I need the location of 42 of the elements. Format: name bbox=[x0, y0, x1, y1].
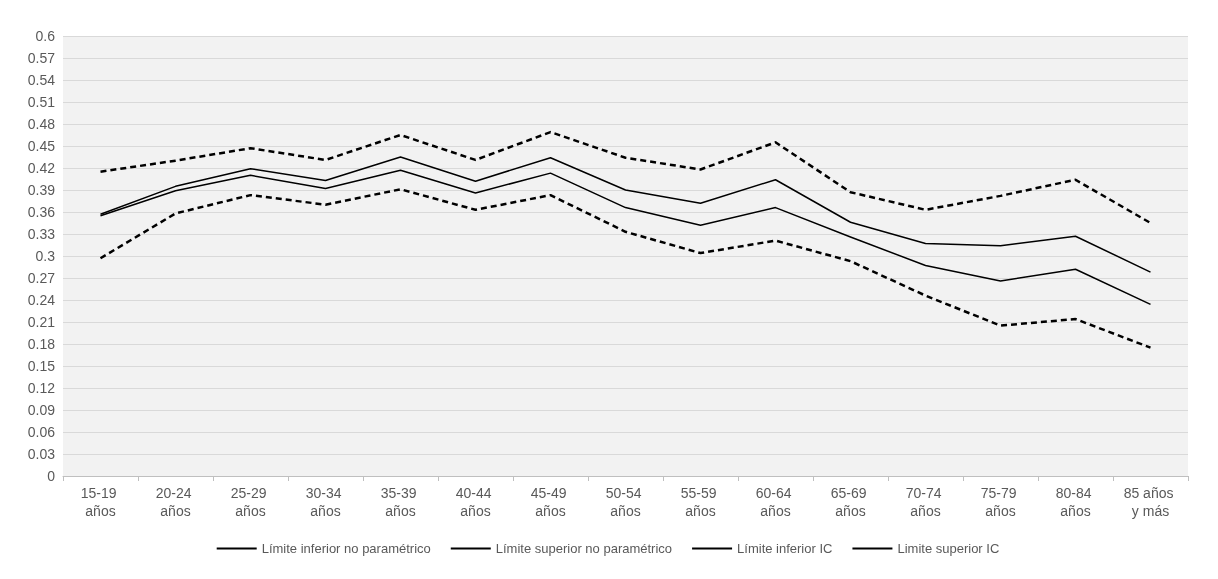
y-tick-label: 0.27 bbox=[27, 270, 56, 286]
legend-label: Limite superior IC bbox=[897, 541, 1000, 556]
x-tick-label: 45-49 años bbox=[530, 485, 571, 519]
x-tick-label: 80-84 años bbox=[1055, 485, 1096, 519]
y-tick-label: 0.39 bbox=[27, 182, 56, 198]
y-tick-label: 0.51 bbox=[27, 94, 56, 110]
y-tick-label: 0.3 bbox=[35, 248, 56, 264]
y-tick-label: 0.42 bbox=[27, 160, 56, 176]
y-tick-label: 0.48 bbox=[27, 116, 56, 132]
x-tick-label: 70-74 años bbox=[905, 485, 946, 519]
legend-label: Límite inferior no paramétrico bbox=[261, 541, 431, 556]
x-tick-label: 65-69 años bbox=[830, 485, 871, 519]
y-tick-label: 0.54 bbox=[27, 72, 56, 88]
y-tick-label: 0.24 bbox=[27, 292, 56, 308]
line-series bbox=[99, 188, 1152, 349]
legend-label: Límite inferior IC bbox=[737, 541, 833, 556]
legend-label: Límite superior no paramétrico bbox=[495, 541, 673, 556]
y-tick-label: 0.6 bbox=[35, 28, 56, 44]
y-tick-label: 0.45 bbox=[27, 138, 56, 154]
x-tick-label: 15-19 años bbox=[80, 485, 121, 519]
y-tick-label: 0.12 bbox=[27, 380, 56, 396]
y-tick-label: 0.09 bbox=[27, 402, 56, 418]
x-tick-label: 25-29 años bbox=[230, 485, 271, 519]
x-tick-label: 40-44 años bbox=[455, 485, 496, 519]
y-tick-label: 0.03 bbox=[27, 446, 56, 462]
y-tick-label: 0 bbox=[47, 468, 56, 484]
x-tick-label: 35-39 años bbox=[380, 485, 421, 519]
x-tick-label: 60-64 años bbox=[755, 485, 796, 519]
y-tick-label: 0.57 bbox=[27, 50, 56, 66]
x-tick-label: 30-34 años bbox=[305, 485, 346, 519]
y-tick-label: 0.15 bbox=[27, 358, 56, 374]
y-tick-label: 0.33 bbox=[27, 226, 56, 242]
y-tick-label: 0.18 bbox=[27, 336, 56, 352]
x-tick-label: 20-24 años bbox=[155, 485, 196, 519]
x-tick-label: 50-54 años bbox=[605, 485, 646, 519]
x-tick-label: 55-59 años bbox=[680, 485, 721, 519]
y-tick-label: 0.21 bbox=[27, 314, 56, 330]
y-tick-label: 0.36 bbox=[27, 204, 56, 220]
x-tick-label: 75-79 años bbox=[980, 485, 1021, 519]
y-tick-label: 0.06 bbox=[27, 424, 56, 440]
x-tick-label: 85 años y más bbox=[1123, 485, 1178, 519]
line-series bbox=[99, 130, 1152, 225]
